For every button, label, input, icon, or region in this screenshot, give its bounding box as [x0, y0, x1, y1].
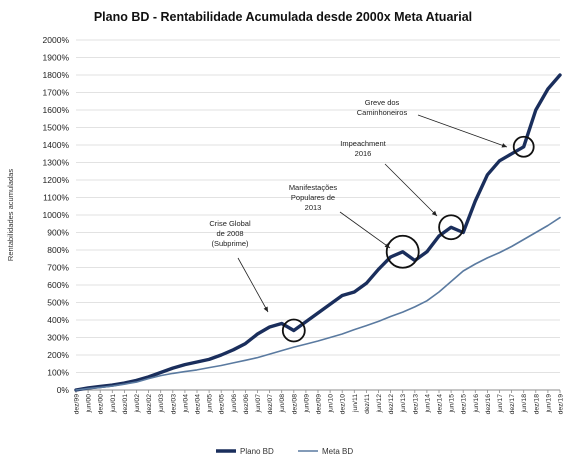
x-tick-label: dez/14 [437, 394, 444, 415]
annotation-arrowhead [263, 306, 268, 312]
y-axis-label: Rentabilidades acumuladas [6, 169, 15, 261]
annotation-text: (Subprime) [211, 239, 249, 248]
y-tick-label: 0% [57, 385, 70, 395]
annotation-arrowhead [501, 143, 507, 148]
x-tick-label: dez/99 [74, 394, 81, 415]
x-tick-label: jun/05 [207, 394, 214, 414]
x-tick-label: dez/15 [461, 394, 468, 415]
annotation-text: Crise Global [209, 219, 251, 228]
x-tick-label: dez/05 [219, 394, 226, 415]
x-tick-label: jun/19 [545, 394, 552, 414]
x-tick-label: dez/03 [170, 394, 177, 415]
x-tick-label: dez/17 [509, 394, 516, 415]
x-tick-label: dez/08 [291, 394, 298, 415]
x-tick-label: dez/02 [146, 394, 153, 415]
annotation-text: Caminhoneiros [357, 108, 408, 117]
x-tick-label: dez/11 [364, 394, 371, 414]
y-tick-label: 1900% [43, 53, 70, 63]
x-tick-label: jun/09 [303, 394, 310, 414]
x-tick-label: jun/08 [279, 394, 286, 414]
x-tick-label: dez/19 [558, 394, 565, 415]
y-tick-label: 900% [47, 228, 69, 238]
series-layer [74, 73, 562, 392]
x-tick-label: jun/03 [158, 394, 165, 414]
y-tick-label: 1500% [43, 123, 70, 133]
x-tick-label: jun/00 [86, 394, 93, 414]
annotation-arrowhead [384, 243, 390, 248]
annotation-text: de 2008 [216, 229, 243, 238]
y-tick-label: 400% [47, 315, 69, 325]
x-tick-label: dez/16 [485, 394, 492, 415]
x-tick-label: jun/13 [400, 394, 407, 414]
legend: Plano BD Meta BD [216, 447, 353, 456]
x-tick-label: dez/10 [340, 394, 347, 415]
x-tick-label: jun/07 [255, 394, 262, 414]
annotation-circle [385, 234, 420, 269]
annotation-arrow [384, 163, 438, 217]
y-tick-label: 1400% [43, 140, 70, 150]
y-tick-label: 2000% [43, 35, 70, 45]
x-tick-label: dez/09 [316, 394, 323, 415]
chart-title: Plano BD - Rentabilidade Acumulada desde… [94, 10, 472, 24]
x-tick-label: dez/04 [195, 394, 202, 415]
x-axis-ticks: dez/99 jun/00 dez/00 jun/01 dez/01 jun/02 dez/… [74, 390, 565, 414]
x-tick-label: dez/06 [243, 394, 250, 415]
y-tick-label: 1000% [43, 210, 70, 220]
x-tick-label: jun/10 [328, 394, 335, 414]
annotation-text: Populares de [291, 193, 335, 202]
x-tick-label: dez/01 [122, 394, 129, 415]
y-tick-label: 1100% [43, 193, 69, 203]
annotation-arrow [417, 114, 508, 148]
annotation-text: Greve dos [365, 98, 400, 107]
legend-label-meta-bd: Meta BD [322, 447, 353, 456]
annotation-arrowhead [431, 210, 437, 216]
x-tick-label: jun/14 [424, 394, 431, 414]
annotation-text: Impeachment [340, 139, 386, 148]
annotation-arrow [339, 211, 391, 249]
x-tick-label: dez/00 [98, 394, 105, 415]
x-tick-label: jun/04 [182, 394, 189, 414]
annotation-circle [512, 135, 535, 158]
x-tick-label: jun/11 [352, 394, 359, 413]
y-tick-label: 1800% [43, 70, 70, 80]
x-tick-label: jun/18 [521, 394, 528, 414]
annotation-text: 2013 [305, 203, 322, 212]
y-tick-label: 300% [47, 333, 69, 343]
gridlines [76, 39, 560, 391]
y-tick-label: 700% [47, 263, 69, 273]
annotation-text: 2016 [355, 149, 372, 158]
y-axis-ticks: 0% 100% 200% 300% 400% 500% 600% 700% 800% 900% 10… [43, 35, 70, 395]
y-tick-label: 200% [47, 350, 69, 360]
y-tick-label: 500% [47, 298, 69, 308]
series-line-meta-bd [75, 216, 561, 391]
x-tick-label: dez/13 [412, 394, 419, 415]
x-tick-label: jun/06 [231, 394, 238, 414]
x-tick-label: dez/12 [388, 394, 395, 415]
x-tick-label: jun/01 [110, 394, 117, 414]
annotation-arrow [237, 257, 269, 313]
x-tick-label: jun/12 [376, 394, 383, 414]
annotation-circle [281, 318, 306, 343]
legend-label-plano-bd: Plano BD [240, 447, 274, 456]
annotation-circle [438, 214, 465, 241]
y-tick-label: 800% [47, 245, 69, 255]
x-tick-label: dez/18 [533, 394, 540, 415]
y-tick-label: 600% [47, 280, 69, 290]
y-tick-label: 1200% [43, 175, 70, 185]
series-line-plano-bd [74, 73, 562, 392]
x-tick-label: jun/02 [134, 394, 141, 414]
x-tick-label: jun/17 [497, 394, 504, 414]
y-tick-label: 100% [47, 368, 69, 378]
annotation-text: Manifestações [289, 183, 338, 192]
y-tick-label: 1700% [43, 88, 70, 98]
x-tick-label: jun/16 [473, 394, 480, 414]
x-tick-label: dez/07 [267, 394, 274, 415]
y-tick-label: 1600% [43, 105, 70, 115]
x-tick-label: jun/15 [449, 394, 456, 414]
y-tick-label: 1300% [43, 158, 70, 168]
